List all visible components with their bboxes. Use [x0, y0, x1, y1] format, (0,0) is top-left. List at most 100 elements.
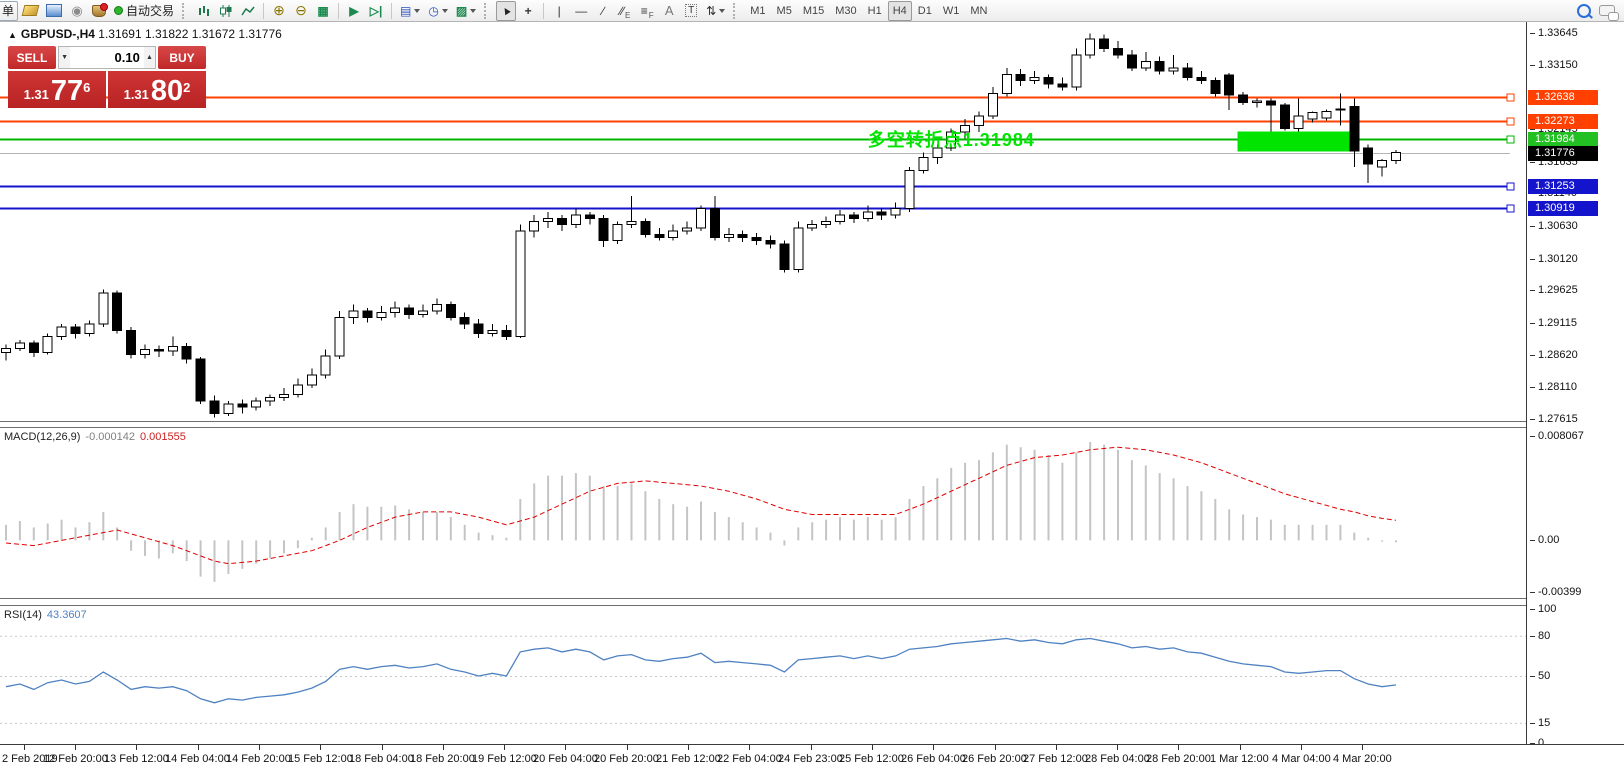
signals-icon[interactable]: ◉ [71, 3, 83, 18]
timeframe-M5[interactable]: M5 [776, 4, 792, 17]
volume-control: ▼ ▲ [58, 46, 156, 69]
chart-shift-icon[interactable]: ▷| [369, 3, 383, 18]
time-label: 18 Feb 20:00 [410, 753, 475, 765]
fibonacci-tool[interactable]: ≡ F [640, 3, 654, 20]
time-label: 24 Feb 23:00 [778, 753, 843, 765]
dropdown-arrow-icon [414, 8, 421, 13]
time-axis[interactable]: 2 Feb 2019 12 Feb 20:00 13 Feb 12:00 14 Feb… [0, 744, 1624, 773]
search-icon[interactable] [1574, 1, 1594, 21]
autotrading-status-icon [114, 6, 123, 15]
pane-divider[interactable] [0, 598, 1624, 606]
periods-button[interactable]: ◷ [425, 1, 450, 21]
macd-tick: 0.008067 [1530, 430, 1584, 442]
collapse-arrow-icon[interactable]: ▲ [8, 30, 17, 40]
volume-increase-button[interactable]: ▲ [143, 47, 155, 68]
rsi-pane[interactable]: RSI(14) 43.3607 [0, 606, 1526, 744]
price-tick: 1.28620 [1530, 349, 1578, 361]
zoom-out-icon[interactable]: ⊖ [295, 2, 307, 18]
time-label: 26 Feb 04:00 [901, 753, 966, 765]
time-tick [1117, 745, 1118, 750]
horizontal-line-tool[interactable]: — [575, 3, 588, 18]
time-label: 14 Feb 04:00 [165, 753, 230, 765]
time-tick [1362, 745, 1363, 750]
time-label: 18 Feb 04:00 [349, 753, 414, 765]
volume-decrease-button[interactable]: ▼ [59, 47, 71, 68]
time-label: 4 Mar 04:00 [1272, 753, 1331, 765]
time-tick [627, 745, 628, 750]
bar-chart-icon[interactable] [194, 1, 214, 21]
gold-icon[interactable] [20, 1, 41, 21]
trendline-tool[interactable]: ∕ [602, 3, 605, 18]
rsi-chart[interactable] [0, 606, 1526, 744]
timeframe-D1[interactable]: D1 [917, 4, 932, 17]
time-tick [933, 745, 934, 750]
macd-tick: -0.00399 [1530, 586, 1581, 598]
arrows-tool[interactable]: ⇅ [703, 1, 728, 21]
text-label-tool[interactable]: T [681, 1, 701, 21]
time-tick [811, 745, 812, 750]
timeframe-MN[interactable]: MN [970, 4, 988, 17]
templates-button[interactable]: ▨ [453, 1, 479, 21]
channel-tool[interactable]: ∕∕ E [620, 3, 631, 20]
time-label: 2 Feb 2019 [2, 753, 58, 765]
time-label: 13 Feb 12:00 [104, 753, 169, 765]
time-tick [382, 745, 383, 750]
auto-scroll-icon[interactable]: ▶ [349, 3, 359, 18]
time-label: 20 Feb 04:00 [533, 753, 598, 765]
new-chart-button[interactable]: ▤ [397, 1, 423, 21]
macd-chart[interactable] [0, 428, 1526, 598]
time-tick [1301, 745, 1302, 750]
timeframe-H1[interactable]: H1 [867, 4, 882, 17]
time-tick [198, 745, 199, 750]
new-order-button[interactable]: 单 [0, 0, 18, 21]
toolbar-grip[interactable] [484, 2, 491, 19]
buy-price[interactable]: 1.31 80 2 [108, 71, 206, 108]
macd-pane[interactable]: MACD(12,26,9) -0.000142 0.001555 [0, 428, 1526, 598]
time-label: 21 Feb 12:00 [656, 753, 721, 765]
timeframe-group: M1 M5 M15 M30 H1 H4 D1 W1 MN [745, 0, 992, 21]
timeframe-W1[interactable]: W1 [942, 4, 960, 17]
chat-icon[interactable] [1596, 1, 1619, 21]
line-chart-icon[interactable] [238, 1, 258, 21]
toolbar-grip[interactable] [182, 2, 189, 19]
level-price-badge: 1.32273 [1528, 114, 1598, 129]
crosshair-tool[interactable]: + [524, 3, 532, 18]
cursor-tool[interactable]: ▲ [496, 0, 517, 21]
time-label: 14 Feb 20:00 [226, 753, 291, 765]
time-label: 20 Feb 20:00 [594, 753, 659, 765]
main-chart-pane[interactable]: ▲ GBPUSD-,H4 1.31691 1.31822 1.31672 1.31… [0, 22, 1526, 421]
tile-windows-icon[interactable]: ▦ [317, 3, 329, 18]
price-tick: 1.33150 [1530, 59, 1578, 71]
timeframe-M15[interactable]: M15 [802, 4, 825, 17]
sell-price[interactable]: 1.31 77 6 [8, 71, 106, 108]
time-tick [443, 745, 444, 750]
timeframe-M1[interactable]: M1 [750, 4, 766, 17]
dropdown-arrow-icon [441, 8, 448, 13]
volume-input[interactable] [70, 47, 144, 68]
time-tick [872, 745, 873, 750]
terminal-icon[interactable] [43, 1, 65, 21]
time-label: 22 Feb 04:00 [717, 753, 782, 765]
vertical-line-tool[interactable]: | [557, 3, 561, 18]
macd-tick: 0.00 [1530, 534, 1559, 546]
level-price-badge: 1.30919 [1528, 201, 1598, 216]
autotrading-button[interactable]: 自动交易 [111, 1, 177, 21]
pivot-annotation-text[interactable]: 多空转折点1.31984 [867, 130, 1035, 150]
toolbar-grip[interactable] [733, 2, 740, 19]
text-tool[interactable]: A [664, 3, 674, 18]
toolbar: 单 ◉ 自动交易 ⊕ ⊖ ▦ ▶ ▷| ▤ ◷ ▨ ▲ + | — ∕ ∕∕ E [0, 0, 1624, 22]
timeframe-H4[interactable]: H4 [887, 0, 912, 21]
rsi-tick: 0 [1530, 737, 1544, 749]
sell-button[interactable]: SELL [8, 46, 56, 69]
candlestick-chart[interactable] [0, 22, 1526, 421]
pane-divider[interactable] [0, 421, 1624, 428]
candlestick-chart-icon[interactable] [216, 1, 236, 21]
time-tick [688, 745, 689, 750]
timeframe-M30[interactable]: M30 [835, 4, 857, 17]
dropdown-arrow-icon [470, 8, 477, 13]
price-axis[interactable]: 1.336451.331501.321451.316351.311401.306… [1526, 22, 1624, 749]
buy-button[interactable]: BUY [158, 46, 206, 69]
market-basket-icon[interactable] [89, 1, 109, 21]
zoom-in-icon[interactable]: ⊕ [273, 2, 285, 18]
